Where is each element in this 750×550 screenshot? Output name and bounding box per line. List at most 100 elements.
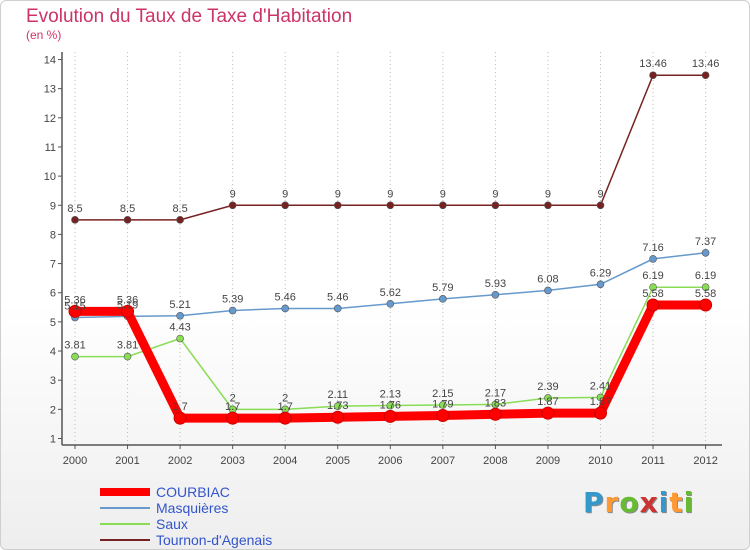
x-tick-label: 2012 [693, 455, 717, 467]
data-label: 5.36 [117, 294, 138, 306]
data-label: 9 [492, 188, 498, 200]
data-point [386, 201, 395, 210]
logo-letter: i [683, 486, 695, 519]
data-point [699, 298, 713, 312]
data-label: 5.39 [222, 294, 243, 306]
chart-subtitle: (en %) [26, 28, 62, 42]
data-label: 1.7 [172, 401, 187, 413]
data-label: 1.87 [590, 396, 611, 408]
data-label: 5.58 [695, 288, 716, 300]
data-label: 5.21 [169, 299, 190, 311]
data-point [226, 411, 240, 425]
legend-swatch-courbiac [100, 488, 150, 496]
x-tick-label: 2000 [63, 455, 87, 467]
data-point [176, 216, 184, 224]
data-label: 9 [440, 188, 446, 200]
proxiti-logo: Proxiti [583, 486, 694, 519]
data-point [281, 304, 290, 313]
data-point [228, 201, 237, 210]
data-point [544, 201, 552, 210]
data-point [544, 286, 552, 295]
data-point [176, 334, 184, 343]
data-label: 7.37 [695, 236, 716, 248]
data-point [544, 394, 552, 402]
data-label: 3.81 [64, 340, 85, 352]
data-label: 5.62 [380, 287, 401, 299]
y-tick-label: 11 [45, 142, 56, 154]
data-label: 9 [597, 188, 603, 200]
legend-label: Masquières [156, 500, 229, 516]
data-point [333, 402, 342, 410]
data-point [439, 401, 447, 409]
data-point [701, 283, 710, 291]
x-tick-label: 2004 [273, 455, 297, 467]
data-label: 1.79 [432, 398, 453, 410]
x-tick-label: 2010 [588, 455, 612, 467]
data-point [386, 300, 395, 308]
data-point [228, 306, 237, 315]
data-point [333, 304, 342, 313]
data-label: 13.46 [692, 58, 720, 70]
data-point [386, 401, 395, 410]
x-tick-label: 2006 [378, 455, 402, 467]
data-point [123, 352, 132, 361]
data-label: 5.36 [64, 294, 85, 306]
data-label: 2.39 [537, 381, 558, 393]
data-point [491, 290, 500, 299]
data-label: 6.29 [590, 267, 611, 279]
data-point [439, 295, 447, 303]
data-label: 5.93 [485, 278, 506, 290]
data-point [646, 298, 660, 312]
y-tick-label: 6 [50, 288, 56, 300]
data-label: 1.83 [485, 397, 506, 409]
y-tick-label: 2 [50, 404, 56, 416]
series-lines [68, 71, 713, 425]
x-tick-label: 2002 [168, 455, 192, 467]
data-label: 8.5 [120, 203, 135, 215]
data-point [278, 411, 292, 425]
y-tick-label: 13 [44, 84, 56, 96]
legend-label: Tournon-d'Agenais [156, 532, 273, 548]
data-point [383, 409, 397, 423]
data-point [491, 201, 500, 210]
data-point [596, 201, 605, 210]
data-point [488, 407, 502, 421]
data-point [71, 352, 79, 361]
data-point [541, 406, 555, 420]
legend-label: COURBIAC [156, 484, 230, 500]
data-point [701, 71, 710, 80]
data-label: 6.19 [695, 270, 716, 282]
data-point [596, 280, 605, 289]
data-labels: 8.5 8.5 8.5 9 9 9 9 9 9 9 9 13.46 13.46 5.15 5.19 5.21 5… [64, 58, 719, 413]
data-label: 7.16 [642, 242, 663, 254]
data-point [71, 216, 79, 224]
data-point [649, 283, 657, 291]
legend-swatch-masquieres [100, 507, 150, 509]
y-tick-label: 10 [44, 171, 56, 183]
data-point [173, 411, 187, 425]
data-point [281, 201, 290, 210]
data-point [68, 304, 82, 318]
data-label: 8.5 [172, 203, 187, 215]
data-point [176, 311, 184, 320]
chart-title: Evolution du Taux de Taxe d'Habitation [26, 6, 353, 27]
data-label: 9 [282, 188, 288, 200]
data-point [123, 216, 132, 224]
data-label: 2.13 [380, 389, 401, 401]
y-tick-label: 9 [50, 200, 56, 212]
logo-letter: i [658, 486, 670, 519]
y-tick-label: 7 [50, 259, 56, 271]
data-label: 6.08 [537, 273, 558, 285]
logo-letter: t [669, 486, 684, 519]
y-tick-label: 4 [50, 346, 56, 358]
x-tick-label: 2011 [641, 455, 665, 467]
grid-lines [74, 52, 707, 445]
y-tick-label: 12 [44, 113, 56, 125]
data-label: 1.76 [380, 399, 401, 411]
data-label: 5.58 [642, 288, 663, 300]
data-point [121, 304, 135, 318]
data-point [333, 201, 342, 210]
data-label: 1.87 [537, 396, 558, 408]
data-label: 2 [230, 392, 236, 404]
